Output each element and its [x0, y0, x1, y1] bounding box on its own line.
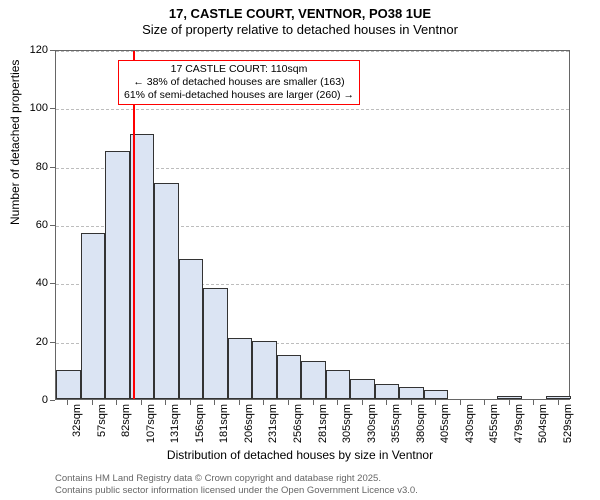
y-tick-mark	[50, 342, 55, 343]
x-tick-mark	[337, 400, 338, 405]
x-tick-label: 330sqm	[366, 404, 378, 443]
x-tick-label: 305sqm	[341, 404, 353, 443]
x-tick-mark	[558, 400, 559, 405]
x-tick-mark	[141, 400, 142, 405]
y-tick-label: 20	[8, 336, 48, 348]
x-tick-label: 430sqm	[464, 404, 476, 443]
y-tick-mark	[50, 108, 55, 109]
x-tick-label: 504sqm	[537, 404, 549, 443]
x-tick-mark	[67, 400, 68, 405]
x-tick-mark	[116, 400, 117, 405]
annotation-line-2: ← 38% of detached houses are smaller (16…	[124, 76, 354, 89]
footer-line-2: Contains public sector information licen…	[55, 485, 418, 496]
footer-line-1: Contains HM Land Registry data © Crown c…	[55, 473, 418, 484]
title-line-1: 17, CASTLE COURT, VENTNOR, PO38 1UE	[0, 6, 600, 22]
x-tick-label: 355sqm	[390, 404, 402, 443]
histogram-bar	[350, 379, 375, 399]
x-tick-mark	[288, 400, 289, 405]
x-tick-label: 256sqm	[292, 404, 304, 443]
x-tick-label: 181sqm	[218, 404, 230, 443]
histogram-bar	[497, 396, 522, 399]
y-tick-mark	[50, 283, 55, 284]
x-tick-mark	[313, 400, 314, 405]
chart-title-block: 17, CASTLE COURT, VENTNOR, PO38 1UE Size…	[0, 0, 600, 39]
x-tick-label: 380sqm	[415, 404, 427, 443]
histogram-bar	[228, 338, 253, 399]
x-axis-label: Distribution of detached houses by size …	[0, 448, 600, 462]
histogram-bar	[154, 183, 179, 399]
x-tick-label: 405sqm	[439, 404, 451, 443]
x-tick-mark	[386, 400, 387, 405]
x-tick-mark	[92, 400, 93, 405]
histogram-bar	[375, 384, 400, 399]
x-tick-mark	[165, 400, 166, 405]
x-tick-mark	[362, 400, 363, 405]
histogram-bar	[252, 341, 277, 399]
chart-plot-area: 17 CASTLE COURT: 110sqm← 38% of detached…	[55, 50, 570, 400]
x-tick-label: 281sqm	[317, 404, 329, 443]
x-tick-mark	[435, 400, 436, 405]
histogram-bar	[301, 361, 326, 399]
annotation-box: 17 CASTLE COURT: 110sqm← 38% of detached…	[118, 60, 360, 105]
x-tick-label: 156sqm	[194, 404, 206, 443]
y-tick-label: 120	[8, 44, 48, 56]
title-line-2: Size of property relative to detached ho…	[0, 22, 600, 38]
histogram-bar	[326, 370, 351, 399]
y-tick-mark	[50, 225, 55, 226]
histogram-bar	[277, 355, 302, 399]
histogram-bar	[546, 396, 571, 399]
x-tick-mark	[239, 400, 240, 405]
x-tick-mark	[190, 400, 191, 405]
histogram-bar	[399, 387, 424, 399]
x-tick-mark	[460, 400, 461, 405]
y-tick-mark	[50, 400, 55, 401]
x-tick-label: 82sqm	[120, 404, 132, 437]
histogram-bar	[105, 151, 130, 399]
x-tick-label: 455sqm	[488, 404, 500, 443]
annotation-line-1: 17 CASTLE COURT: 110sqm	[124, 63, 354, 76]
x-tick-label: 206sqm	[243, 404, 255, 443]
y-tick-label: 40	[8, 277, 48, 289]
x-tick-mark	[484, 400, 485, 405]
histogram-bar	[81, 233, 106, 399]
histogram-bar	[179, 259, 204, 399]
x-tick-label: 57sqm	[96, 404, 108, 437]
histogram-bar	[424, 390, 449, 399]
x-tick-label: 529sqm	[562, 404, 574, 443]
y-tick-mark	[50, 167, 55, 168]
histogram-bar	[203, 288, 228, 399]
x-tick-label: 107sqm	[145, 404, 157, 443]
x-tick-mark	[533, 400, 534, 405]
annotation-line-3: 61% of semi-detached houses are larger (…	[124, 89, 354, 102]
y-tick-label: 100	[8, 102, 48, 114]
x-tick-label: 231sqm	[267, 404, 279, 443]
x-tick-label: 479sqm	[513, 404, 525, 443]
y-tick-mark	[50, 50, 55, 51]
y-tick-label: 60	[8, 219, 48, 231]
histogram-bar	[56, 370, 81, 399]
x-tick-label: 32sqm	[71, 404, 83, 437]
y-axis-label: Number of detached properties	[8, 60, 22, 225]
x-tick-mark	[214, 400, 215, 405]
x-tick-label: 131sqm	[169, 404, 181, 443]
x-tick-mark	[509, 400, 510, 405]
x-tick-mark	[411, 400, 412, 405]
footer-attribution: Contains HM Land Registry data © Crown c…	[55, 473, 418, 496]
y-tick-label: 80	[8, 161, 48, 173]
x-tick-mark	[263, 400, 264, 405]
y-tick-label: 0	[8, 394, 48, 406]
